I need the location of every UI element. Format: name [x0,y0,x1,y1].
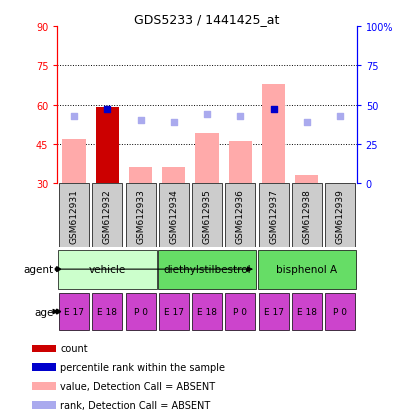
Bar [225,293,255,330]
Text: P 0: P 0 [332,307,346,316]
Text: P 0: P 0 [133,307,147,316]
Point [303,119,309,126]
Bar [261,84,285,184]
Point [270,107,276,113]
Bar [125,293,155,330]
Bar [324,184,354,248]
Bar [258,293,288,330]
Text: GSM612932: GSM612932 [103,188,112,243]
Text: E 18: E 18 [97,307,117,316]
Bar [32,363,56,371]
Text: GSM612934: GSM612934 [169,188,178,243]
Bar [291,184,321,248]
Bar [59,184,89,248]
Text: percentile rank within the sample: percentile rank within the sample [60,363,225,373]
Text: vehicle: vehicle [88,264,126,275]
Text: age: age [34,307,53,317]
Title: GDS5233 / 1441425_at: GDS5233 / 1441425_at [134,13,279,26]
Point [170,119,177,126]
Text: diethylstilbestrol: diethylstilbestrol [163,264,250,275]
Point [203,112,210,118]
Bar [32,345,56,353]
Text: E 18: E 18 [296,307,316,316]
Point [236,113,243,120]
Bar [324,293,354,330]
Point [137,118,144,124]
Text: GSM612933: GSM612933 [136,188,145,243]
Bar [125,184,155,248]
Text: value, Detection Call = ABSENT: value, Detection Call = ABSENT [60,381,215,391]
Text: GSM612937: GSM612937 [268,188,277,243]
Text: GSM612931: GSM612931 [70,188,79,243]
Bar [95,108,119,184]
Text: count: count [60,344,88,354]
Bar [32,401,56,409]
Bar [59,293,89,330]
Text: GSM612935: GSM612935 [202,188,211,243]
Bar [294,176,318,184]
Point [336,113,342,120]
Text: GSM612938: GSM612938 [301,188,310,243]
Text: bisphenol A: bisphenol A [276,264,337,275]
Text: P 0: P 0 [233,307,247,316]
Bar [128,168,152,184]
Text: GSM612936: GSM612936 [235,188,244,243]
Bar [158,184,188,248]
Bar [158,293,188,330]
Text: E 17: E 17 [64,307,84,316]
Bar [58,250,156,289]
Bar [191,293,222,330]
Text: E 18: E 18 [197,307,216,316]
Text: E 17: E 17 [263,307,283,316]
Text: GSM612939: GSM612939 [335,188,344,243]
Bar [32,382,56,390]
Bar [228,142,251,184]
Bar [92,184,122,248]
Bar [225,184,255,248]
Bar [291,293,321,330]
Bar [257,250,355,289]
Text: agent: agent [23,264,53,275]
Text: rank, Detection Call = ABSENT: rank, Detection Call = ABSENT [60,400,210,410]
Point [104,107,110,113]
Bar [195,134,218,184]
Text: E 17: E 17 [163,307,183,316]
Bar [191,184,222,248]
Point [71,113,77,120]
Bar [157,250,256,289]
Bar [62,139,85,184]
Bar [92,293,122,330]
Bar [258,184,288,248]
Bar [162,168,185,184]
